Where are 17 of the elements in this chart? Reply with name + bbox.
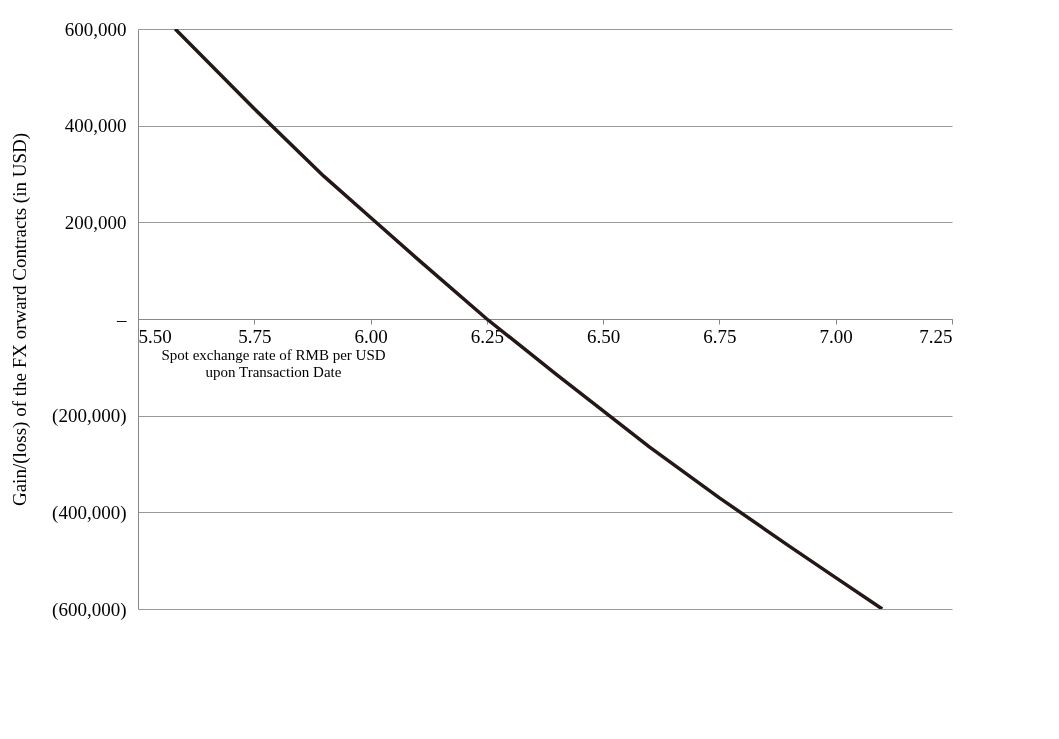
y-tick-label: 400,000 [64,115,127,137]
x-tick-label: 6.75 [703,325,737,347]
x-tick-label: 6.25 [470,325,504,347]
y-tick-label: 200,000 [64,211,127,233]
x-tick-label: 6.00 [354,325,388,347]
x-tick-label: 6.50 [587,325,621,347]
y-tick-label: – [116,308,127,330]
x-tick-label: 7.00 [819,325,853,347]
y-axis-title: Gain/(loss) of the FX orward Contracts (in USD) [9,132,32,507]
x-tick-label: 7.25 [919,325,953,347]
x-tick-label: 5.75 [238,325,272,347]
y-tick-label: (200,000) [52,405,127,428]
x-axis-title: Spot exchange rate of RMB per USD upon Transaction Date [161,346,386,380]
x-tick-label: 5.50 [138,325,172,347]
y-tick-label: 600,000 [64,18,127,40]
y-tick-label: (600,000) [52,598,127,621]
y-tick-label: (400,000) [52,501,127,524]
